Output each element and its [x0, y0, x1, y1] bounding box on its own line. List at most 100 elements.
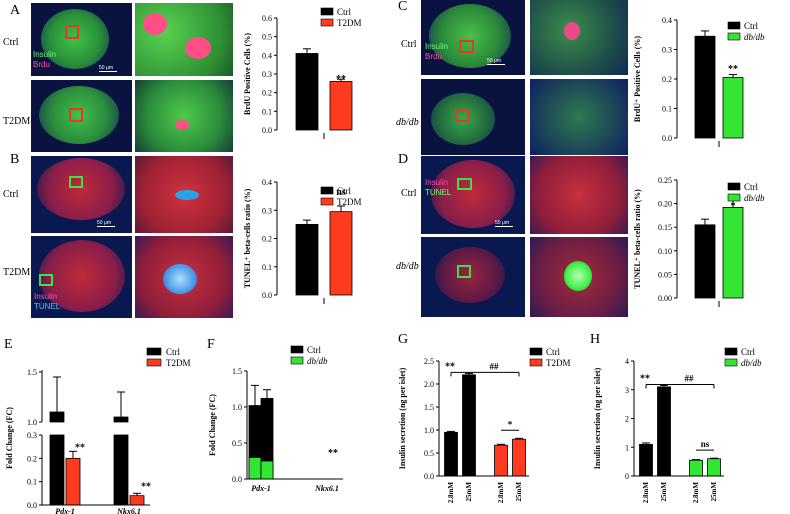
zoom-box — [459, 40, 474, 53]
significance-label: ** — [728, 64, 738, 75]
y-tick-label: 0.00 — [658, 294, 672, 303]
chart-a: 0.0 0.1 0.2 0.3 0.4 0.5 0.6 BrdU Positive Cells… — [243, 7, 362, 139]
significance-label: ** — [141, 482, 151, 493]
chart-g: 0.0 0.5 1.0 1.5 2.0 2.5 Insulin secretion (ng … — [398, 347, 571, 503]
y-tick-label: 0.3 — [662, 46, 672, 55]
row-label-b-t2dm: T2DM — [3, 267, 31, 278]
y-tick-label: 2.0 — [424, 380, 434, 389]
y-tick-label: 0.3 — [262, 206, 272, 215]
stain-label-insulin: Insulin — [425, 178, 449, 187]
bar-T2DM — [329, 211, 353, 296]
legend-label: Ctrl — [337, 186, 352, 196]
bar-Ctrl — [694, 35, 716, 139]
y-tick-label: 0.3 — [262, 70, 272, 79]
y-tick-label: 1.5 — [232, 367, 242, 376]
zoom-box — [457, 265, 471, 278]
legend-label: db/db — [741, 358, 762, 368]
bar-Ctrl-upper-0 — [49, 411, 65, 423]
y-tick-label: 0 — [625, 472, 629, 481]
y-tick-label: 0.20 — [658, 200, 672, 209]
zoom-b-ctrl — [135, 156, 233, 233]
bar-Ctrl — [295, 53, 319, 131]
legend-label: Ctrl — [166, 347, 181, 357]
x-tick-label: Nkx6.1 — [314, 484, 339, 493]
y-tick-label: 0.0 — [232, 475, 242, 484]
legend-label: T2DM — [546, 358, 571, 368]
x-tick-label: 25mM — [465, 482, 473, 502]
legend-swatch — [727, 32, 741, 41]
zoom-c-ctrl — [530, 0, 628, 75]
legend-label: db/db — [307, 356, 328, 366]
legend-label: Ctrl — [741, 347, 756, 357]
stain-label-insulin: Insulin — [34, 292, 58, 301]
bar-dbdb-2 — [689, 459, 703, 477]
y-tick-label: 0.1 — [662, 105, 672, 114]
y-axis-label: BrdU⁺ Positive Cells (%) — [633, 36, 642, 123]
row-label-d-ctrl: Ctrl — [401, 188, 417, 199]
zoom-a-t2dm — [135, 80, 233, 152]
y-tick-label: 0.1 — [262, 107, 272, 116]
legend-swatch — [320, 197, 334, 206]
zoom-b-t2dm — [135, 236, 233, 318]
legend-swatch — [320, 18, 334, 27]
significance-label: ** — [328, 448, 338, 459]
significance-label: * — [731, 201, 736, 212]
legend-swatch — [727, 21, 741, 30]
legend-label: Ctrl — [337, 7, 352, 17]
y-tick-label: 2 — [625, 415, 629, 424]
legend-label: T2DM — [337, 18, 362, 28]
y-tick-label: 0.5 — [262, 33, 272, 42]
y-tick-label: 0.10 — [658, 247, 672, 256]
row-label-a-ctrl: Ctrl — [3, 37, 19, 48]
y-axis-label: Fold Change (FC) — [208, 394, 217, 456]
x-tick-label: 25mM — [660, 482, 668, 502]
y-tick-label: 3 — [625, 386, 629, 395]
zoom-box — [69, 176, 83, 188]
scale-bar-label: 50 μm — [97, 220, 111, 226]
micrograph-b-ctrl: 50 μm — [31, 156, 132, 233]
scale-bar — [97, 226, 115, 227]
zoom-a-ctrl — [135, 3, 233, 76]
zoom-box — [39, 274, 53, 286]
y-tick-label: 0.0 — [262, 126, 272, 135]
y-tick-label: 0.0 — [27, 501, 37, 510]
chart-e: 0.0 0.1 0.2 0.3 1.0 1.5 Fold Change (FC) ** ** Ct… — [5, 347, 191, 514]
panel-label-d: D — [398, 152, 409, 167]
significance-label: * — [508, 419, 513, 429]
bar-Ctrl-1 — [462, 374, 476, 477]
y-axis-label: Fold Change (FC) — [5, 407, 14, 469]
panel-label-a: A — [10, 3, 21, 18]
bar-T2DM-0 — [65, 457, 81, 506]
row-label-a-t2dm: T2DM — [3, 116, 31, 127]
y-tick-label: 0.4 — [262, 51, 272, 60]
stain-label-tunel: TUNEL — [34, 302, 61, 311]
bar-Ctrl-lower-1 — [113, 434, 129, 506]
legend-label: Ctrl — [307, 345, 322, 355]
micrograph-c-dbdb — [421, 79, 525, 155]
significance-label: ns — [336, 187, 346, 198]
chart-c: 0.0 0.1 0.2 0.3 0.4 BrdU⁺ Positive Cells (%) C… — [633, 16, 765, 147]
x-tick-label: 25mM — [710, 482, 718, 502]
legend-swatch — [529, 358, 543, 367]
bar-dbdb-3 — [707, 458, 721, 477]
panel-label-b: B — [10, 152, 20, 167]
legend-swatch — [320, 186, 334, 195]
scale-bar-label: 50 μm — [487, 58, 501, 64]
y-tick-label: 0.4 — [262, 178, 272, 187]
legend-swatch — [290, 356, 304, 365]
y-axis-label: BrdU Positive Cells (%) — [243, 33, 252, 115]
y-axis-label: TUNEL⁺ beta-cells ratio (%) — [243, 188, 252, 288]
y-tick-label: 1.5 — [424, 403, 434, 412]
legend-swatch — [724, 347, 738, 356]
stain-label-insulin: Insulin — [33, 50, 57, 59]
legend-label: Ctrl — [744, 182, 759, 192]
scale-bar — [487, 64, 505, 65]
y-tick-label: 0.15 — [658, 223, 672, 232]
bar-Ctrl-1 — [657, 386, 671, 477]
bar-T2DM-1 — [129, 495, 145, 506]
y-tick-label: 0.0 — [262, 291, 272, 300]
panel-label-f: F — [207, 337, 215, 352]
panel-label-h: H — [590, 332, 601, 347]
y-axis-label: Insulin secretion (ng per islet) — [398, 367, 407, 469]
